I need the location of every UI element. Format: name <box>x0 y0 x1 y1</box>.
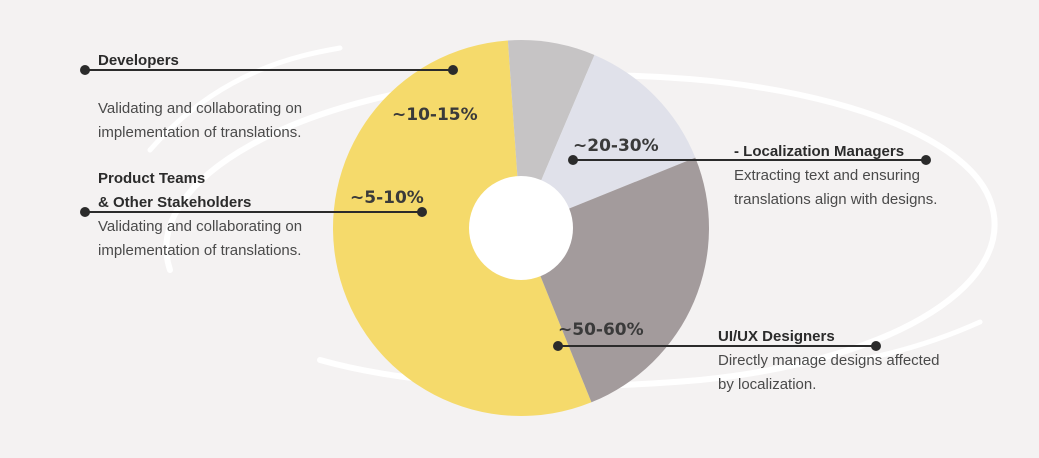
slice-value-label: ~5-10% <box>350 188 424 208</box>
donut-hole <box>469 176 573 280</box>
leader-dot-outer <box>80 207 90 217</box>
annotation-3: ~10-15% Developers Validating and collabor… <box>80 52 478 141</box>
slice-description: implementation of translations. <box>98 242 301 259</box>
leader-dot-outer <box>80 65 90 75</box>
slice-description: Directly manage designs affected <box>718 352 940 369</box>
leader-dot-inner <box>568 155 578 165</box>
leader-dot-inner <box>553 341 563 351</box>
slice-value-label: ~50-60% <box>558 320 644 340</box>
slice-3 <box>521 54 696 229</box>
slice-1 <box>332 40 592 417</box>
leader-dot-inner <box>448 65 458 75</box>
slice-description: translations align with designs. <box>734 191 937 208</box>
annotation-1: ~50-60% UI/UX Designers Directly manage de… <box>553 320 940 393</box>
leader-dot-outer <box>871 341 881 351</box>
slice-description: by localization. <box>718 376 816 393</box>
slice-category-label: UI/UX Designers <box>718 328 835 345</box>
slice-description: implementation of translations. <box>98 124 301 141</box>
slice-description: Extracting text and ensuring <box>734 167 920 184</box>
leader-dot-outer <box>921 155 931 165</box>
annotation-2: ~5-10% Product Teams & Other Stakeholders V… <box>80 170 427 259</box>
slice-value-label: ~20-30% <box>573 136 659 156</box>
slice-category-label: & Other Stakeholders <box>98 194 251 211</box>
slice-category-label: Product Teams <box>98 170 205 187</box>
slice-description: Validating and collaborating on <box>98 100 302 117</box>
slice-category-label: - Localization Managers <box>734 143 904 160</box>
slice-value-label: ~10-15% <box>392 105 478 125</box>
slice-description: Validating and collaborating on <box>98 218 302 235</box>
slice-category-label: Developers <box>98 52 179 69</box>
annotation-4: ~20-30% - Localization Managers Extracting… <box>568 136 937 208</box>
leader-dot-inner <box>417 207 427 217</box>
annotations: ~50-60% UI/UX Designers Directly manage de… <box>80 52 940 393</box>
